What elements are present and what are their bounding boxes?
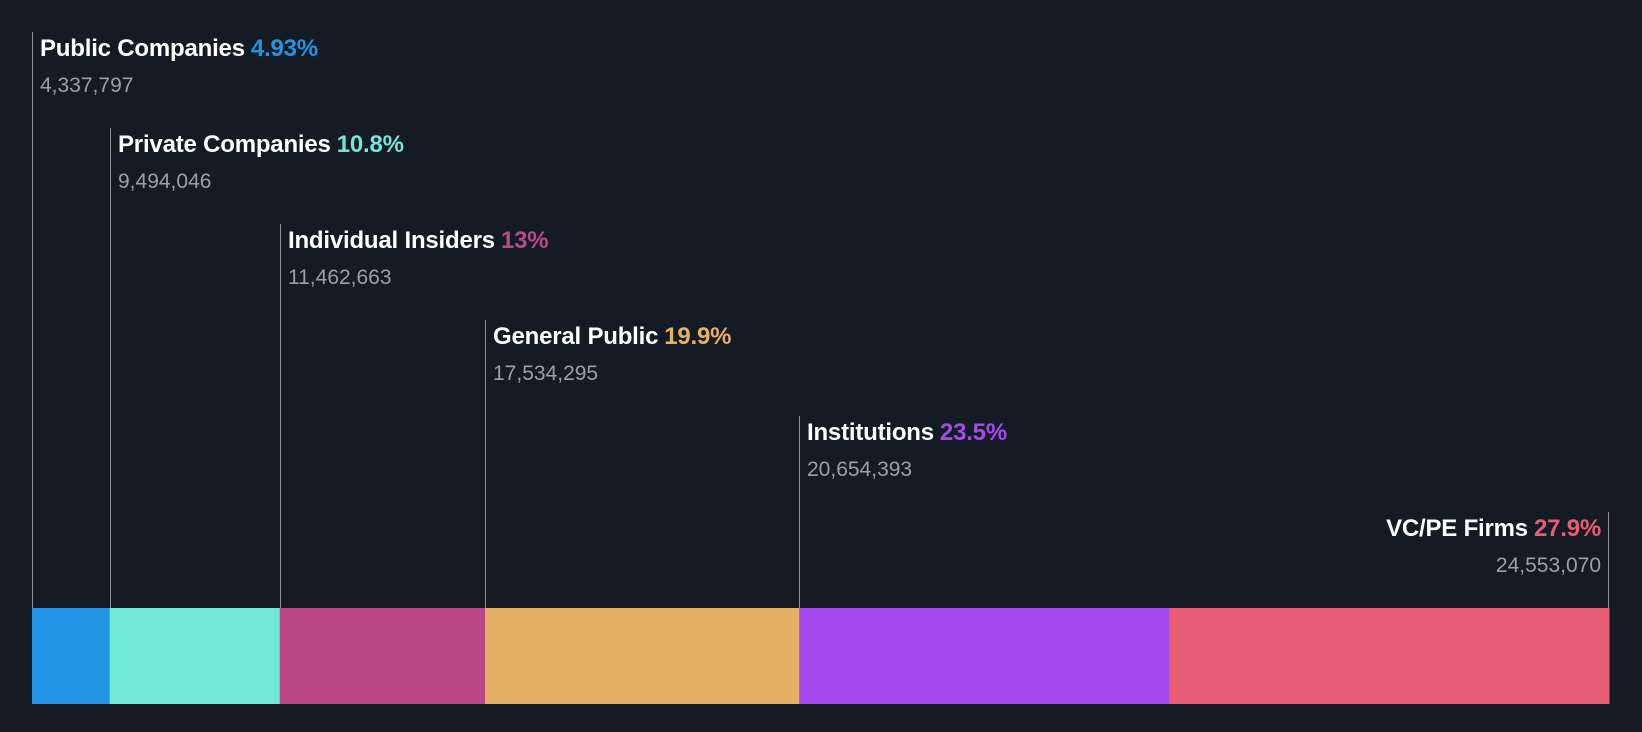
bar-segment[interactable] [32, 608, 111, 704]
segment-label: General Public 19.9% [493, 323, 732, 351]
segment-label: Private Companies 10.8% [118, 131, 404, 159]
segment-shares: 20,654,393 [807, 458, 913, 481]
segment-name: General Public [493, 323, 659, 350]
segment-shares: 11,462,663 [288, 266, 392, 289]
segment-percent: 13% [500, 227, 549, 254]
segment-percent: 10.8% [336, 131, 404, 158]
bar-segment[interactable] [279, 608, 486, 704]
segment-name: VC/PE Firms [1386, 515, 1528, 542]
segment-label: Institutions 23.5% [807, 419, 1007, 447]
segment-label: Individual Insiders 13% [288, 227, 549, 255]
bar-segment[interactable] [485, 608, 800, 704]
segment-shares: 24,553,070 [1495, 554, 1601, 577]
bar-segment[interactable] [1169, 608, 1610, 704]
segment-name: Public Companies [40, 35, 245, 62]
segment-percent: 27.9% [1533, 515, 1601, 542]
segment-label: Public Companies 4.93% [40, 35, 318, 63]
segment-label: VC/PE Firms 27.9% [1386, 515, 1601, 543]
bar-segment[interactable] [799, 608, 1170, 704]
segment-name: Private Companies [118, 131, 331, 158]
segment-shares: 9,494,046 [118, 170, 212, 193]
segment-name: Individual Insiders [288, 227, 495, 254]
segment-name: Institutions [807, 419, 934, 446]
bar-segment[interactable] [109, 608, 281, 704]
segment-percent: 4.93% [250, 35, 318, 62]
segment-percent: 19.9% [664, 323, 732, 350]
segment-shares: 4,337,797 [40, 74, 134, 97]
segment-shares: 17,534,295 [493, 362, 599, 385]
segment-percent: 23.5% [939, 419, 1007, 446]
